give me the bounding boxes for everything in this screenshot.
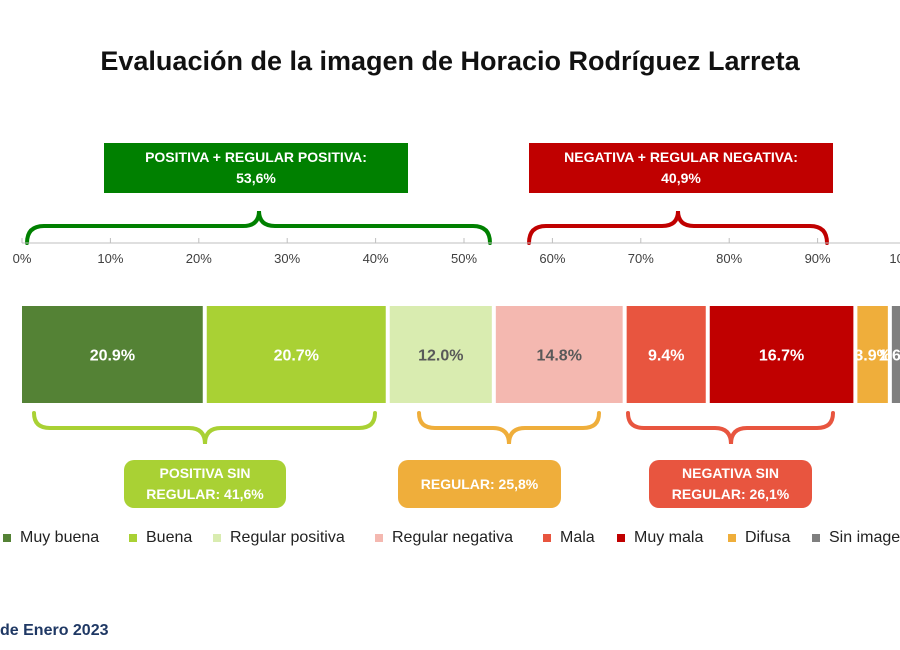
x-tick-label: 30%	[274, 251, 300, 266]
legend-label: Regular positiva	[230, 529, 345, 546]
annotation-negative-sin-regular-line1: NEGATIVA SIN	[682, 465, 779, 481]
legend-swatch	[543, 534, 551, 542]
annotation-negative-regular-negative: NEGATIVA + REGULAR NEGATIVA: 40,9%	[529, 143, 833, 193]
brace-top-negative	[527, 210, 829, 245]
annotation-positive-line2: 53,6%	[236, 170, 276, 186]
legend-item-buena: Buena	[129, 529, 192, 547]
x-tick-label: 20%	[186, 251, 212, 266]
bar-segment-regular-positiva	[389, 306, 492, 403]
bar-segment-muy-buena	[22, 306, 203, 403]
annotation-positive-regular-positive: POSITIVA + REGULAR POSITIVA: 53,6%	[104, 143, 408, 193]
annotation-positive-sin-regular: POSITIVA SIN REGULAR: 41,6%	[124, 460, 286, 508]
legend-item-regular-positiva: Regular positiva	[213, 529, 345, 547]
legend-label: Regular negativa	[392, 529, 513, 546]
x-tick-label: 100%	[889, 251, 900, 266]
brace-bottom-negative	[626, 411, 835, 445]
annotation-regular: REGULAR: 25,8%	[398, 460, 561, 508]
legend-swatch	[213, 534, 221, 542]
bar-segment-buena	[206, 306, 386, 403]
legend: Muy buena Buena Regular positiva Regular…	[0, 529, 900, 551]
legend-item-difusa: Difusa	[728, 529, 790, 547]
x-tick-label: 60%	[539, 251, 565, 266]
legend-item-regular-negativa: Regular negativa	[375, 529, 513, 547]
bar-segment-mala	[626, 306, 706, 403]
bar-data-label: 14.8%	[537, 348, 582, 365]
x-tick-label: 0%	[13, 251, 32, 266]
annotation-positive-sin-regular-line1: POSITIVA SIN	[159, 465, 251, 481]
legend-label: Buena	[146, 529, 193, 546]
legend-swatch	[812, 534, 820, 542]
brace-bottom-positive	[32, 411, 377, 445]
bar-data-label: 12.0%	[418, 348, 463, 365]
bar-data-label: 3.9%	[854, 348, 890, 365]
footer-date: de Enero 2023	[0, 622, 109, 639]
legend-swatch	[3, 534, 11, 542]
x-tick-label: 90%	[805, 251, 831, 266]
bar-segment-difusa	[857, 306, 888, 403]
chart-title: Evaluación de la imagen de Horacio Rodrí…	[100, 46, 800, 76]
annotation-negative-line1: NEGATIVA + REGULAR NEGATIVA:	[564, 149, 798, 165]
legend-label: Difusa	[745, 529, 791, 546]
annotation-positive-sin-regular-line2: REGULAR: 41,6%	[146, 486, 264, 502]
legend-item-sin-imagen: Sin imagen	[812, 529, 900, 547]
bar-segment-muy-mala	[709, 306, 854, 403]
x-tick-label: 50%	[451, 251, 477, 266]
bar-data-label: 20.9%	[90, 348, 135, 365]
bar-data-label: 20.7%	[274, 348, 319, 365]
annotation-negative-sin-regular-line2: REGULAR: 26,1%	[671, 486, 790, 502]
annotation-positive-line1: POSITIVA + REGULAR POSITIVA:	[145, 149, 367, 165]
annotation-negative-line2: 40,9%	[661, 170, 701, 186]
legend-swatch	[617, 534, 625, 542]
legend-item-muy-mala: Muy mala	[617, 529, 703, 547]
bar-data-label: 9.4%	[648, 348, 684, 365]
brace-top-positive	[25, 210, 492, 245]
legend-item-mala: Mala	[543, 529, 595, 547]
annotation-regular-line1: REGULAR: 25,8%	[420, 475, 539, 492]
legend-label: Muy buena	[20, 529, 100, 546]
legend-swatch	[728, 534, 736, 542]
bar-segment-regular-negativa	[495, 306, 623, 403]
legend-item-muy-buena: Muy buena	[3, 529, 99, 547]
legend-swatch	[375, 534, 383, 542]
x-tick-label: 70%	[628, 251, 654, 266]
bar-data-label: 1.6%	[879, 348, 900, 365]
brace-bottom-regular	[417, 411, 601, 445]
annotation-negative-sin-regular: NEGATIVA SIN REGULAR: 26,1%	[649, 460, 812, 508]
bar-segment-sin-imagen	[891, 306, 900, 403]
legend-label: Sin imagen	[829, 529, 900, 546]
legend-label: Muy mala	[634, 529, 704, 546]
x-tick-label: 40%	[363, 251, 389, 266]
legend-swatch	[129, 534, 137, 542]
bar-data-label: 16.7%	[759, 348, 804, 365]
x-tick-label: 80%	[716, 251, 742, 266]
legend-label: Mala	[560, 529, 595, 546]
stacked-bar-chart: 0% 10% 20% 30% 40% 50% 60% 70% 80% 90% 100% 20.9% 2…	[13, 210, 900, 445]
x-tick-label: 10%	[97, 251, 123, 266]
